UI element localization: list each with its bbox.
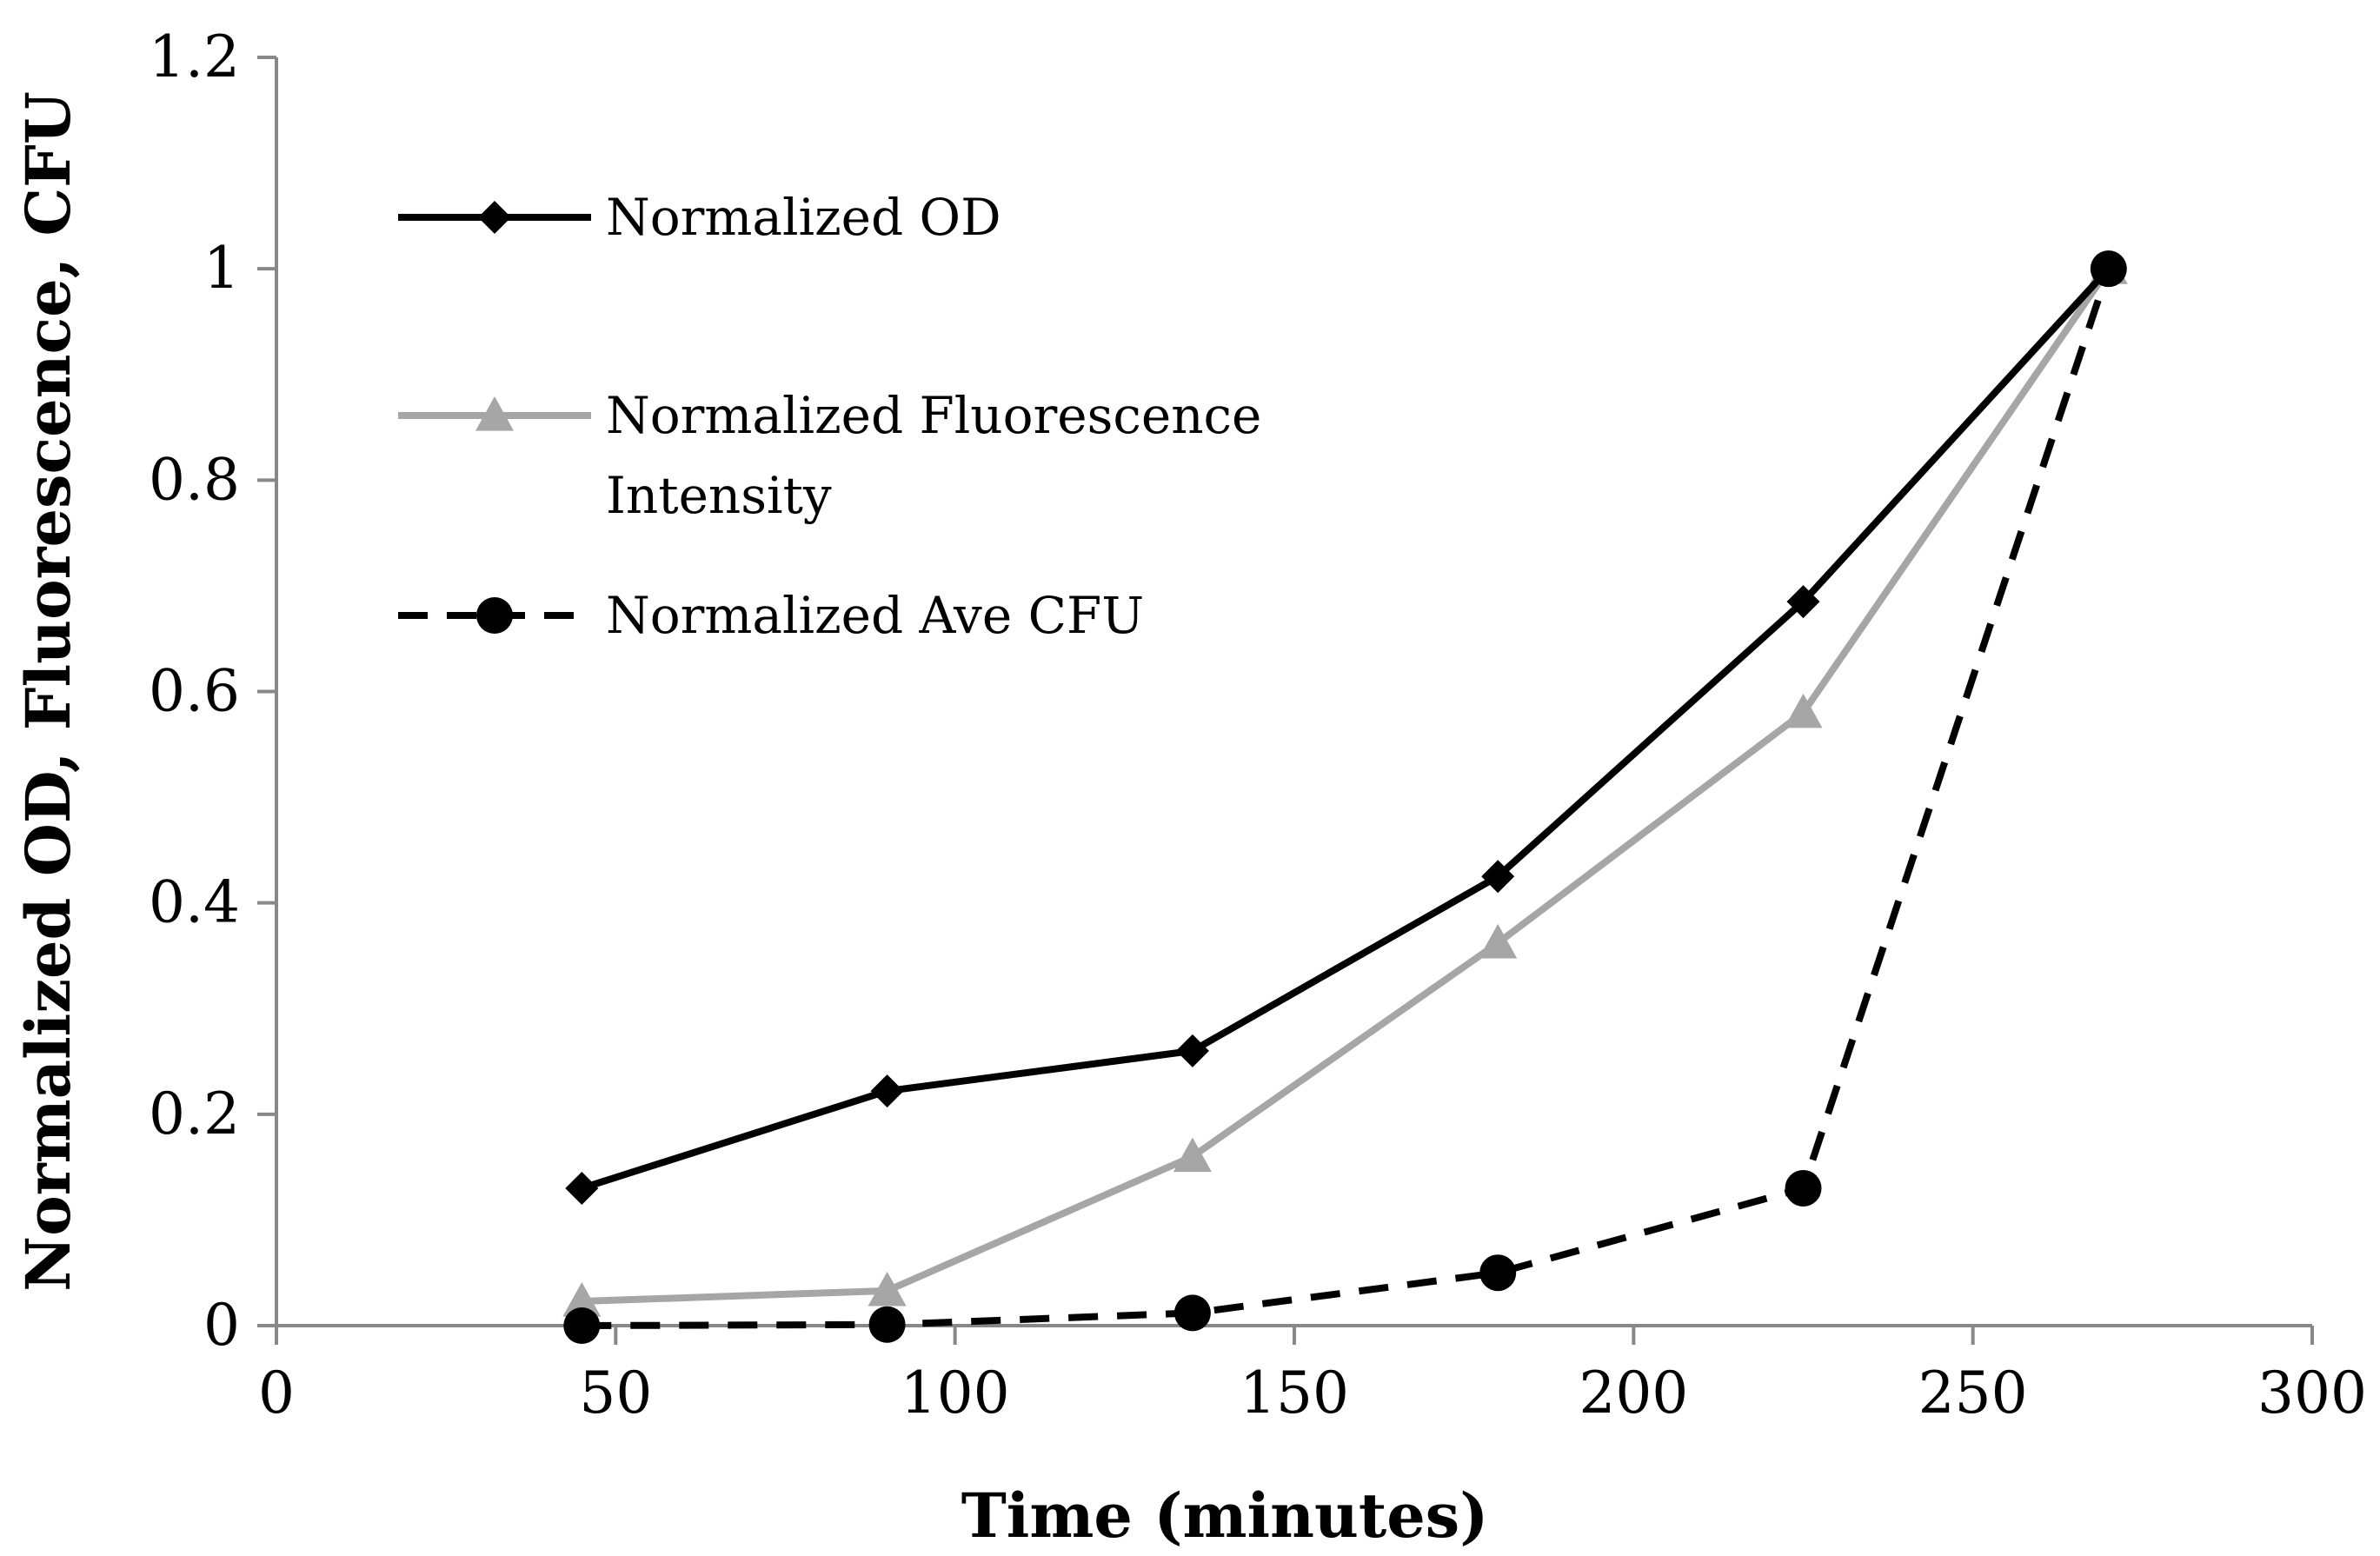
data-point xyxy=(562,1282,602,1317)
series-line xyxy=(581,266,2111,1192)
x-tick-label: 50 xyxy=(579,1360,652,1426)
series-layer xyxy=(562,249,2128,1344)
legend-marker xyxy=(476,597,513,634)
x-tick-label: 100 xyxy=(901,1360,1010,1426)
data-point xyxy=(1173,1294,1211,1332)
series-line xyxy=(582,267,2112,1329)
series-normalized-od xyxy=(565,252,2125,1205)
x-tick-label: 150 xyxy=(1240,1360,1349,1426)
y-tick-label: 0 xyxy=(203,1292,240,1359)
legend: Normalized OD Normalized Fluorescence Inte… xyxy=(398,188,1261,645)
data-point xyxy=(1479,1254,1517,1292)
data-point xyxy=(868,1271,907,1307)
legend-marker xyxy=(475,396,514,431)
data-point xyxy=(563,1307,601,1344)
data-point xyxy=(1784,693,1823,728)
legend-label: Intensity xyxy=(606,466,832,525)
data-point xyxy=(565,1171,599,1205)
data-point xyxy=(870,1074,904,1108)
legend-label: Normalized Ave CFU xyxy=(606,586,1144,645)
series-normalized-ave-cfu xyxy=(563,250,2127,1344)
x-axis-title: Time (minutes) xyxy=(961,1480,1489,1552)
legend-item: Normalized Ave CFU xyxy=(398,586,1144,645)
data-point xyxy=(1479,923,1518,959)
data-point xyxy=(1785,1169,1822,1207)
data-point xyxy=(868,1306,906,1343)
y-tick-label: 0.6 xyxy=(149,658,240,725)
x-tick-label: 300 xyxy=(2257,1360,2367,1426)
data-point xyxy=(1175,1034,1209,1067)
x-tick-label: 250 xyxy=(1918,1360,2028,1426)
data-point xyxy=(2090,250,2127,288)
legend-item: Normalized Fluorescence Intensity xyxy=(398,386,1261,525)
y-tick-label: 1.2 xyxy=(149,23,240,90)
y-tick-label: 0.8 xyxy=(149,446,240,513)
data-point xyxy=(1173,1137,1212,1173)
legend-label: Normalized OD xyxy=(606,188,1001,247)
y-axis-title: Normalized OD, Fluorescence, CFU xyxy=(12,91,84,1292)
x-tick-label: 0 xyxy=(258,1360,295,1426)
axes: 0 0.2 0.4 0.6 0.8 1 1.2 0 50 100 150 200 250 300 xyxy=(149,23,2367,1426)
y-tick-label: 0.4 xyxy=(149,869,240,936)
legend-marker xyxy=(478,201,511,234)
legend-label: Normalized Fluorescence xyxy=(606,386,1261,445)
data-point xyxy=(1786,585,1820,619)
legend-item: Normalized OD xyxy=(398,188,1001,247)
series-line xyxy=(582,266,2112,1306)
y-tick-label: 0.2 xyxy=(149,1081,240,1147)
data-point xyxy=(1481,860,1515,894)
y-tick-label: 1 xyxy=(203,235,240,302)
x-tick-label: 200 xyxy=(1579,1360,1688,1426)
